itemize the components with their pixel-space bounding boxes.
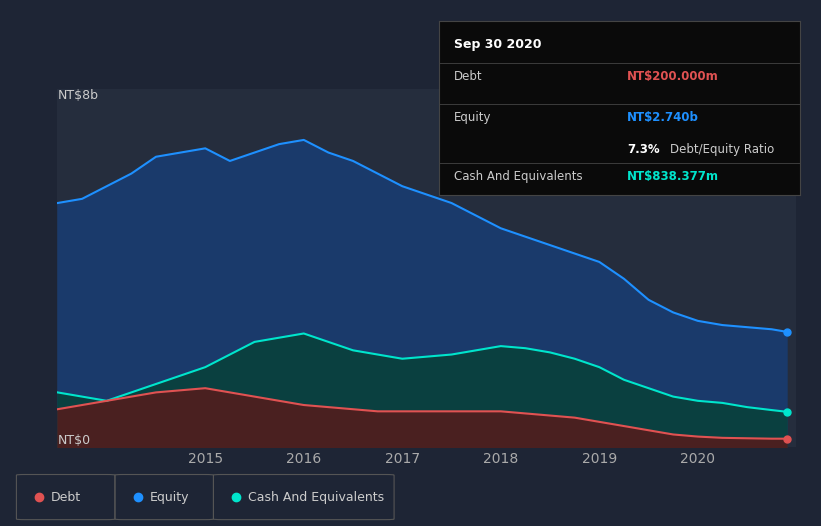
Text: NT$200.000m: NT$200.000m [627,69,719,83]
Text: Cash And Equivalents: Cash And Equivalents [454,170,582,184]
Text: NT$0: NT$0 [57,434,90,447]
Text: Equity: Equity [149,491,189,503]
Text: NT$2.740b: NT$2.740b [627,112,699,124]
Text: NT$838.377m: NT$838.377m [627,170,719,184]
Text: Debt: Debt [51,491,81,503]
Text: Debt/Equity Ratio: Debt/Equity Ratio [671,143,775,156]
Text: Debt: Debt [454,69,482,83]
Text: 7.3%: 7.3% [627,143,660,156]
Text: Sep 30 2020: Sep 30 2020 [454,38,541,52]
Text: Equity: Equity [454,112,491,124]
Text: NT$8b: NT$8b [57,89,99,103]
Text: Cash And Equivalents: Cash And Equivalents [248,491,384,503]
